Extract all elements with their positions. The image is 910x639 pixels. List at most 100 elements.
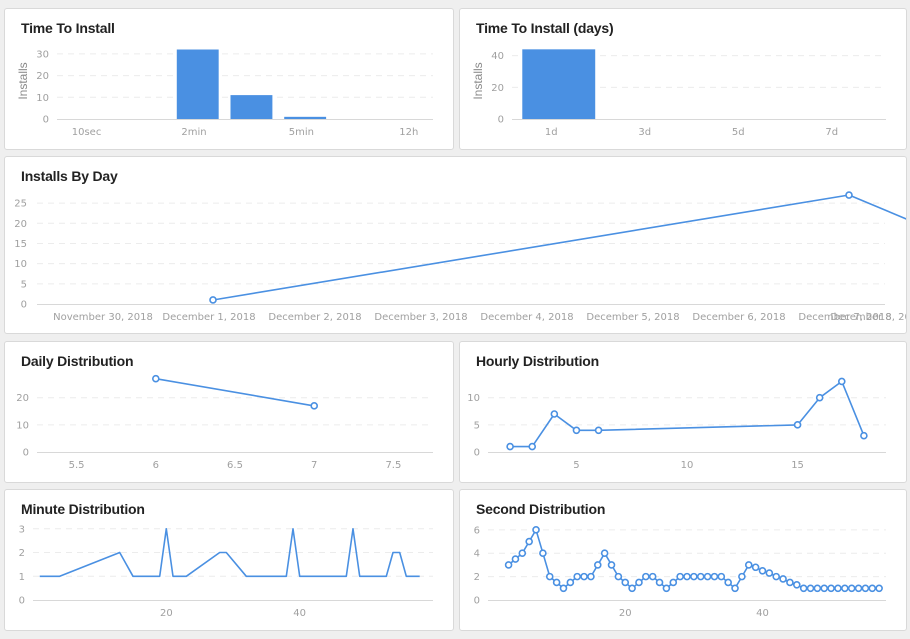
- y-tick-label: 0: [474, 596, 480, 607]
- data-point: [815, 393, 824, 402]
- data-point: [506, 442, 514, 451]
- daily-distribution-chart: 0 10 20 5.5 6 6.5 7 7.5: [16, 374, 433, 471]
- x-tick-label: 6.5: [227, 460, 243, 471]
- x-tick-label: December 6, 2018: [692, 312, 785, 323]
- card-title: Installs By Day: [21, 168, 118, 184]
- minute-distribution-card: Minute Distribution 0 1 2 3 20 40: [4, 489, 454, 631]
- data-point: [799, 584, 808, 593]
- data-point: [841, 584, 849, 593]
- x-tick-label: December 3, 2018: [374, 312, 467, 323]
- bar: [230, 95, 273, 119]
- data-point: [772, 572, 781, 581]
- x-tick-label: 1d: [545, 127, 558, 138]
- data-point: [573, 572, 582, 581]
- data-point: [724, 578, 732, 587]
- data-point: [628, 584, 636, 593]
- y-tick-label: 10: [467, 393, 480, 404]
- data-point: [868, 584, 877, 593]
- y-tick-label: 0: [19, 596, 25, 607]
- data-point: [504, 561, 513, 569]
- x-tick-label: 20: [160, 608, 173, 619]
- data-point: [813, 584, 822, 593]
- y-tick-label: 40: [491, 51, 504, 62]
- x-tick-label: 20: [619, 608, 632, 619]
- x-tick-label: 2min: [181, 127, 206, 138]
- bar: [522, 49, 596, 120]
- x-tick-label: 15: [791, 460, 804, 471]
- y-axis-label: Installs: [16, 62, 30, 99]
- data-point: [539, 549, 547, 558]
- data-point: [676, 572, 684, 581]
- data-point: [786, 578, 794, 587]
- minute-distribution-chart: 0 1 2 3 20 40: [19, 524, 433, 619]
- data-point: [683, 572, 691, 581]
- time-to-install-days-chart: 0 20 40 Installs 1d 3d 5d 7d: [471, 49, 886, 138]
- x-tick-label: 5min: [289, 127, 314, 138]
- data-point: [861, 584, 870, 593]
- data-point: [875, 584, 883, 593]
- data-point: [587, 572, 595, 581]
- y-tick-label: 6: [474, 525, 480, 536]
- series-line: [510, 380, 865, 448]
- data-point: [820, 584, 829, 593]
- data-point: [594, 426, 603, 435]
- y-tick-label: 4: [474, 549, 480, 560]
- data-point: [310, 402, 319, 410]
- y-tick-label: 20: [491, 83, 504, 94]
- x-tick-label: 6: [153, 460, 159, 471]
- x-tick-label: 7.5: [385, 460, 401, 471]
- data-point: [827, 584, 835, 593]
- data-point: [655, 578, 664, 587]
- y-tick-label: 0: [474, 448, 480, 459]
- data-point: [580, 572, 588, 581]
- y-tick-label: 25: [14, 199, 27, 210]
- card-title: Second Distribution: [476, 501, 606, 517]
- data-point: [847, 584, 856, 593]
- x-tick-label: December 1, 2018: [162, 312, 255, 323]
- card-title: Time To Install: [21, 20, 115, 36]
- data-point: [635, 578, 643, 587]
- y-tick-label: 5: [21, 279, 27, 290]
- y-tick-label: 10: [14, 259, 27, 270]
- x-tick-label: 10sec: [72, 127, 102, 138]
- data-point: [209, 296, 217, 304]
- x-tick-label: December 5, 2018: [586, 312, 679, 323]
- hourly-distribution-chart: 0 5 10 5 10 15: [467, 377, 886, 471]
- data-point: [765, 569, 774, 577]
- y-tick-label: 0: [43, 115, 49, 126]
- data-point: [845, 191, 853, 199]
- data-point: [511, 555, 520, 563]
- installs-by-day-card: Installs By Day 0 5 10 15 20 25 November 30, 2…: [4, 156, 907, 334]
- data-point: [532, 526, 540, 534]
- data-point: [854, 584, 863, 593]
- time-to-install-card: Time To Install 0 10 20 30 Installs 10sec 2min…: [4, 8, 454, 150]
- data-point: [751, 563, 760, 572]
- bar: [284, 116, 327, 119]
- x-tick-label: 5: [573, 460, 579, 471]
- data-point: [642, 572, 650, 581]
- second-distribution-card: Second Distribution 0 2 4 6 20 40: [459, 489, 907, 631]
- series-line: [39, 527, 420, 578]
- data-point: [806, 584, 815, 593]
- data-point: [690, 572, 698, 581]
- data-point: [669, 578, 678, 587]
- data-point: [600, 549, 609, 558]
- data-point: [648, 572, 657, 581]
- x-tick-label: 12h: [399, 127, 418, 138]
- x-tick-label: 40: [293, 608, 306, 619]
- y-axis-label: Installs: [471, 62, 485, 99]
- y-tick-label: 0: [21, 300, 27, 311]
- y-tick-label: 1: [19, 572, 25, 583]
- data-point: [837, 377, 846, 386]
- y-tick-label: 10: [16, 420, 29, 431]
- y-tick-label: 3: [19, 524, 25, 535]
- installs-by-day-chart: 0 5 10 15 20 25 November 30, 2018 December 1, 2…: [14, 191, 906, 323]
- x-tick-label: November 30, 2018: [53, 312, 153, 323]
- bar: [176, 49, 219, 120]
- data-point: [738, 572, 746, 581]
- y-tick-label: 15: [14, 239, 27, 250]
- data-point: [793, 421, 802, 429]
- data-point: [545, 572, 554, 581]
- data-point: [696, 572, 705, 581]
- data-point: [717, 572, 726, 581]
